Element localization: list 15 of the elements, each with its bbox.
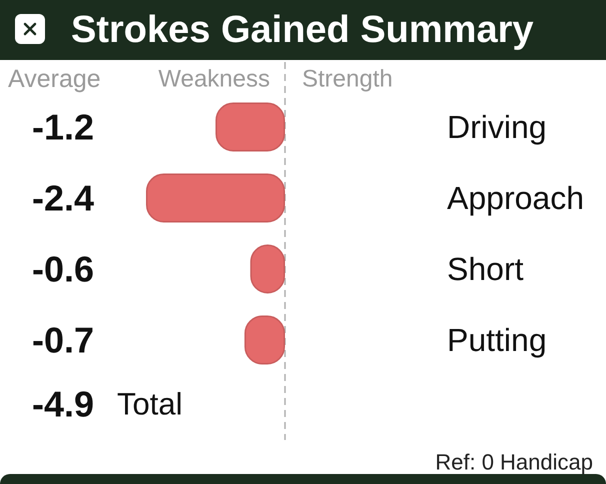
annotation: Total xyxy=(117,386,182,422)
y-tick-label: Putting xyxy=(447,322,547,358)
text: -4.9 xyxy=(32,384,94,424)
y-tick-label: Driving xyxy=(447,109,547,145)
text: Ref: 0 Handicap xyxy=(435,450,593,474)
data-label: -1.2 xyxy=(32,106,94,148)
y-tick-label: Approach xyxy=(447,180,584,216)
text: Strength xyxy=(302,66,393,92)
data-label: -0.6 xyxy=(32,248,94,290)
annotation: Weakness xyxy=(158,66,270,92)
text: Average xyxy=(8,65,101,93)
chart-title: Strokes Gained Summary xyxy=(71,8,534,53)
data-label: -0.7 xyxy=(32,320,94,360)
data-label: -2.4 xyxy=(32,178,94,218)
y-tick-label: Short xyxy=(447,251,524,287)
